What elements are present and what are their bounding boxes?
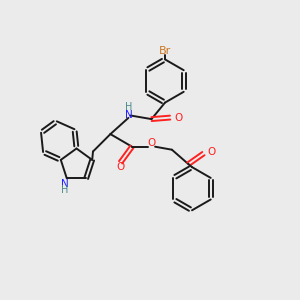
Text: N: N: [61, 179, 68, 189]
Text: O: O: [147, 138, 156, 148]
Text: N: N: [124, 110, 132, 121]
Text: H: H: [61, 185, 68, 195]
Text: H: H: [125, 102, 132, 112]
Text: O: O: [207, 147, 215, 157]
Text: O: O: [116, 162, 124, 172]
Text: Br: Br: [159, 46, 171, 56]
Text: O: O: [174, 112, 182, 123]
